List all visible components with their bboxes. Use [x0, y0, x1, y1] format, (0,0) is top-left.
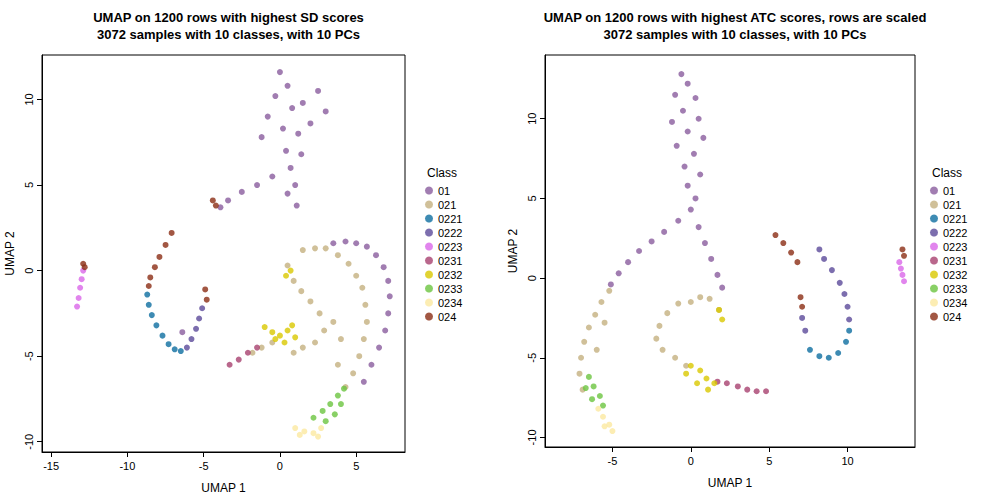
svg-text:01: 01: [438, 185, 450, 197]
svg-text:10: 10: [23, 93, 35, 105]
svg-text:5: 5: [526, 195, 538, 201]
svg-text:0233: 0233: [438, 283, 462, 295]
svg-text:UMAP 2: UMAP 2: [506, 228, 520, 273]
svg-text:5: 5: [353, 460, 359, 472]
svg-text:01: 01: [943, 185, 955, 197]
svg-text:10: 10: [526, 113, 538, 125]
svg-text:0222: 0222: [943, 227, 967, 239]
svg-text:5: 5: [23, 182, 35, 188]
svg-text:0223: 0223: [943, 241, 967, 253]
svg-text:0223: 0223: [438, 241, 462, 253]
svg-text:0: 0: [277, 460, 283, 472]
svg-text:0232: 0232: [943, 269, 967, 281]
svg-text:-5: -5: [23, 351, 35, 361]
svg-text:0: 0: [526, 275, 538, 281]
svg-text:0: 0: [23, 268, 35, 274]
svg-text:0221: 0221: [438, 213, 462, 225]
svg-text:10: 10: [841, 455, 853, 467]
svg-text:0: 0: [688, 455, 694, 467]
svg-text:0221: 0221: [943, 213, 967, 225]
svg-text:UMAP 1: UMAP 1: [201, 481, 246, 495]
svg-text:0233: 0233: [943, 283, 967, 295]
svg-text:-10: -10: [23, 434, 35, 450]
svg-text:Class: Class: [427, 166, 457, 180]
svg-text:0232: 0232: [438, 269, 462, 281]
svg-text:3072 samples with 10 classes,: 3072 samples with 10 classes, with 10 PC…: [97, 27, 360, 42]
svg-text:5: 5: [766, 455, 772, 467]
svg-text:0231: 0231: [943, 255, 967, 267]
svg-text:0234: 0234: [438, 297, 462, 309]
svg-text:024: 024: [943, 311, 961, 323]
svg-text:024: 024: [438, 311, 456, 323]
svg-text:UMAP on 1200 rows with highest: UMAP on 1200 rows with highest SD scores: [93, 10, 364, 25]
svg-text:UMAP on 1200 rows with highest: UMAP on 1200 rows with highest ATC score…: [544, 10, 927, 25]
svg-text:-15: -15: [43, 460, 59, 472]
svg-text:UMAP 2: UMAP 2: [3, 231, 17, 276]
svg-text:-10: -10: [119, 460, 135, 472]
svg-text:-5: -5: [526, 353, 538, 363]
svg-text:3072 samples with 10 classes,: 3072 samples with 10 classes, with 10 PC…: [603, 27, 866, 42]
svg-text:021: 021: [943, 199, 961, 211]
svg-text:-5: -5: [199, 460, 209, 472]
svg-text:0234: 0234: [943, 297, 967, 309]
svg-text:Class: Class: [932, 166, 962, 180]
svg-text:0222: 0222: [438, 227, 462, 239]
svg-text:0231: 0231: [438, 255, 462, 267]
svg-text:021: 021: [438, 199, 456, 211]
svg-text:-10: -10: [526, 429, 538, 445]
svg-text:UMAP 1: UMAP 1: [708, 476, 753, 490]
svg-text:-5: -5: [608, 455, 618, 467]
